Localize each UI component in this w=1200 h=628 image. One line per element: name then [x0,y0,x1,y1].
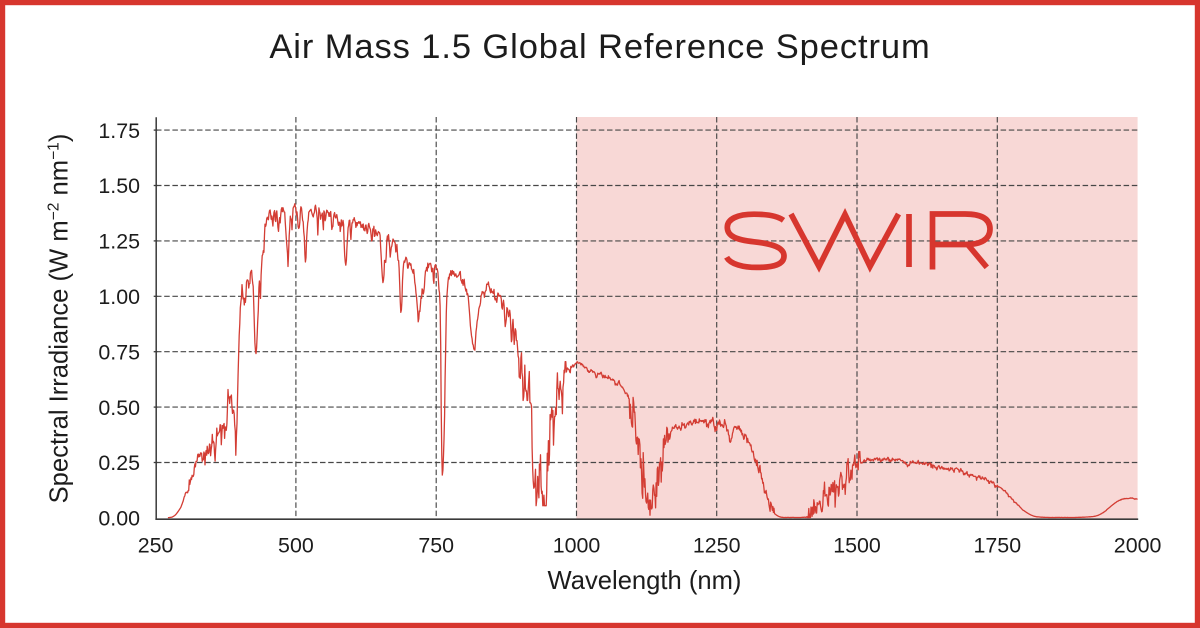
svg-text:750: 750 [418,534,454,558]
svg-text:0.00: 0.00 [98,507,140,531]
svg-text:Air Mass 1.5 Global Reference: Air Mass 1.5 Global Reference Spectrum [269,28,930,66]
svg-text:1.75: 1.75 [98,119,140,143]
svg-text:250: 250 [138,534,174,558]
svg-text:2000: 2000 [1114,534,1162,558]
svg-text:Wavelength (nm): Wavelength (nm) [548,567,742,595]
svg-text:0.50: 0.50 [98,396,140,420]
svg-text:1500: 1500 [833,534,881,558]
svg-text:1.50: 1.50 [98,174,140,198]
svg-text:1750: 1750 [974,534,1022,558]
svg-text:0.75: 0.75 [98,340,140,364]
svg-text:Spectral Irradiance (W m−2 nm−: Spectral Irradiance (W m−2 nm−1) [46,134,74,504]
svg-text:1000: 1000 [553,534,601,558]
svg-text:1.25: 1.25 [98,230,140,254]
svg-text:0.25: 0.25 [98,451,140,475]
svg-text:1.00: 1.00 [98,285,140,309]
svg-text:1250: 1250 [693,534,741,558]
svg-text:500: 500 [278,534,314,558]
